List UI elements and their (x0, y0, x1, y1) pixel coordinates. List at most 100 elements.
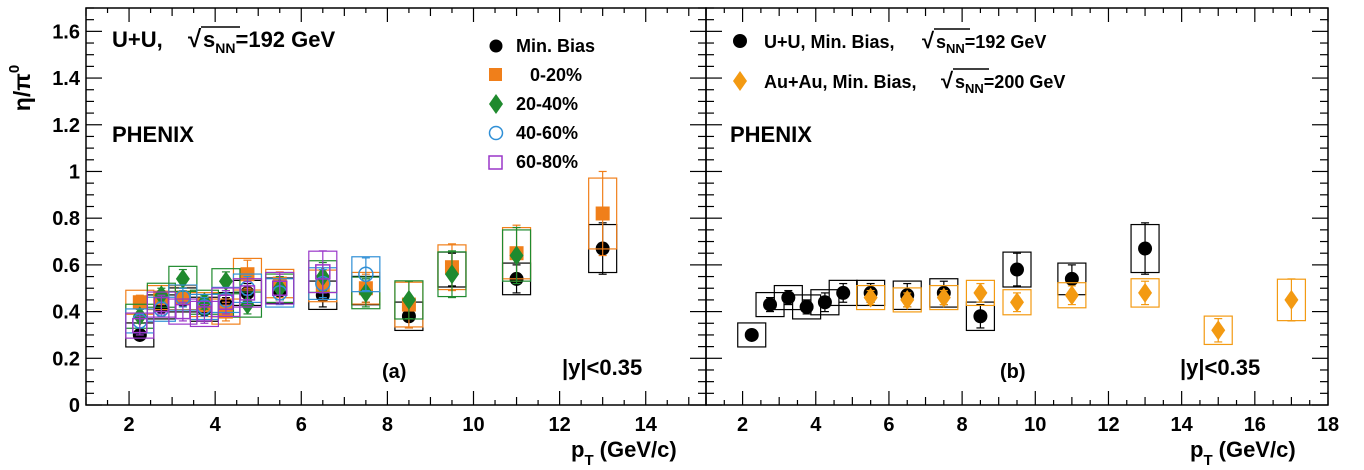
syst-box (1002, 251, 1032, 288)
syst-box (755, 291, 785, 318)
syst-box (773, 284, 803, 311)
syst-box (1002, 289, 1032, 316)
x-axis-title-a: pT (GeV/c) (571, 437, 677, 469)
data-point (799, 299, 814, 314)
y-tick-label: 1 (69, 161, 80, 183)
data-point (1284, 289, 1299, 310)
panel-b-data (737, 222, 1307, 348)
syst-box (856, 284, 886, 311)
x-tick-label: 18 (1317, 414, 1339, 436)
legend-20-40-marker (489, 94, 503, 114)
data-point (1138, 282, 1153, 303)
panel-b-frame (705, 7, 1329, 406)
x-tick-label: 4 (810, 414, 822, 436)
x-tick-label: 16 (1244, 414, 1266, 436)
data-point (272, 280, 288, 296)
syst-box (125, 312, 155, 339)
legend-40-60-label: 40-60% (516, 123, 578, 143)
data-point (973, 282, 988, 303)
data-point (1138, 241, 1153, 256)
x-tick-label: 10 (462, 414, 484, 436)
svg-text:√: √ (922, 28, 935, 53)
panel-b-ticks: 2 4 6 8 10 12 14 16 18 (705, 7, 1339, 436)
data-point (836, 285, 851, 300)
svg-text:sNN=192 GeV: sNN=192 GeV (203, 27, 335, 56)
x-tick-label: 2 (737, 414, 748, 436)
x-tick-label: 8 (382, 414, 393, 436)
syst-box (810, 289, 840, 316)
data-point (763, 297, 778, 312)
data-point (1064, 285, 1079, 306)
y-tick-label: 0.2 (52, 348, 80, 370)
data-point (1211, 320, 1226, 341)
panel-a-legend: Min. Bias 0-20% 20-40% 40-60% 60-80% (488, 36, 595, 172)
panel-a-frame (85, 7, 707, 406)
panel-a-rapidity: |y|<0.35 (562, 355, 642, 380)
legend-20-40-label: 20-40% (516, 94, 578, 114)
syst-box (965, 279, 996, 307)
data-point (132, 317, 148, 334)
x-tick-label: 10 (1024, 414, 1046, 436)
panel-a-data (125, 170, 618, 348)
x-tick-label: 12 (548, 414, 570, 436)
x-axis-title-b: pT (GeV/c) (1190, 437, 1296, 469)
data-point (358, 282, 373, 303)
svg-text:√: √ (941, 68, 954, 93)
syst-box (1130, 278, 1160, 308)
svg-text:U+U,: U+U, (112, 27, 163, 52)
panel-b-experiment: PHENIX (730, 122, 812, 147)
data-point (817, 295, 832, 310)
data-point (132, 295, 147, 310)
syst-box (1057, 282, 1087, 309)
panel-b-legend: U+U, Min. Bias, √ sNN=192 GeV Au+Au, Min… (733, 28, 1065, 96)
data-point (175, 268, 190, 289)
legend-auau-label: Au+Au, Min. Bias, (764, 72, 917, 92)
data-point (444, 264, 459, 285)
x-tick-label: 4 (210, 414, 222, 436)
y-tick-label: 0 (69, 395, 80, 417)
y-tick-label: 1.6 (52, 21, 80, 43)
legend-minbias-marker (489, 39, 503, 53)
panel-a-ticks: 2 4 6 8 10 12 14 0 0.2 0.4 0.6 0.8 1 1.2 1.4 1.6 (52, 7, 706, 436)
panel-a-system-label: U+U, √ sNN=192 GeV (112, 26, 335, 56)
y-tick-label: 1.4 (52, 68, 81, 90)
data-point (1010, 262, 1024, 277)
data-point (218, 271, 233, 292)
syst-box (351, 256, 381, 293)
legend-uu-label: U+U, Min. Bias, (764, 32, 895, 52)
y-tick-label: 0.4 (52, 302, 81, 324)
legend-uu-marker (733, 34, 747, 48)
syst-box (929, 284, 959, 311)
y-axis-title: η/π0 (6, 65, 35, 111)
data-point (358, 266, 374, 282)
data-point (781, 290, 796, 305)
data-point (863, 287, 878, 308)
syst-box (892, 287, 922, 313)
syst-box (232, 278, 263, 308)
panel-b-rapidity: |y|<0.35 (1180, 355, 1260, 380)
x-tick-label: 6 (296, 414, 307, 436)
series-au-au-min-bias (856, 278, 1307, 346)
legend-minbias-label: Min. Bias (516, 36, 595, 56)
x-tick-label: 6 (883, 414, 894, 436)
y-tick-label: 0.6 (52, 255, 80, 277)
legend-60-80-label: 60-80% (516, 152, 578, 172)
y-tick-label: 1.2 (52, 115, 80, 137)
syst-box (211, 287, 241, 318)
syst-box (1203, 315, 1233, 346)
svg-text:sNN=192 GeV: sNN=192 GeV (936, 32, 1046, 56)
legend-40-60-marker (488, 125, 504, 141)
legend-60-80-marker (488, 155, 503, 170)
y-tick-label: 0.8 (52, 208, 80, 230)
data-point (315, 264, 331, 280)
panel-a-experiment: PHENIX (112, 122, 194, 147)
legend-auau-marker (733, 71, 747, 91)
x-tick-label: 14 (635, 414, 658, 436)
syst-box (189, 300, 220, 328)
legend-0-20-label: 0-20% (530, 65, 582, 85)
syst-box (265, 271, 295, 305)
panel-a-label: (a) (382, 361, 406, 383)
data-point (744, 327, 759, 342)
data-point (973, 309, 988, 324)
